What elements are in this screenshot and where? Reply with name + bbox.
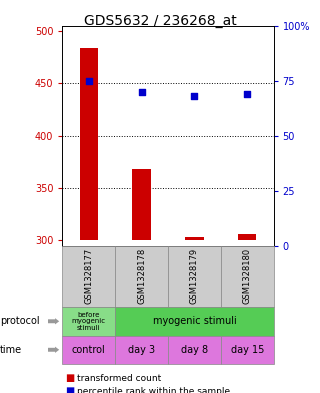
Point (245, 91, 250, 97)
Text: protocol: protocol (0, 316, 40, 326)
Text: GSM1328179: GSM1328179 (190, 248, 199, 304)
Text: GSM1328180: GSM1328180 (243, 248, 252, 304)
Text: day 8: day 8 (181, 345, 208, 355)
Text: before
myogenic
stimuli: before myogenic stimuli (72, 312, 106, 331)
Bar (238, 234, 256, 241)
Bar (132, 169, 151, 241)
Text: control: control (72, 345, 106, 355)
Text: GSM1328178: GSM1328178 (137, 248, 146, 304)
Text: GDS5632 / 236268_at: GDS5632 / 236268_at (84, 14, 236, 28)
Text: transformed count: transformed count (77, 374, 161, 383)
Text: day 3: day 3 (128, 345, 155, 355)
Text: day 15: day 15 (230, 345, 264, 355)
Bar (80, 48, 98, 241)
Text: percentile rank within the sample: percentile rank within the sample (77, 387, 230, 393)
Text: time: time (0, 345, 22, 355)
Text: ■: ■ (66, 386, 75, 393)
Text: ■: ■ (66, 373, 75, 384)
Bar (185, 237, 204, 241)
Text: myogenic stimuli: myogenic stimuli (153, 316, 236, 326)
Point (86, 77, 92, 84)
Point (192, 93, 197, 99)
Text: GSM1328177: GSM1328177 (84, 248, 93, 304)
Point (139, 88, 144, 95)
